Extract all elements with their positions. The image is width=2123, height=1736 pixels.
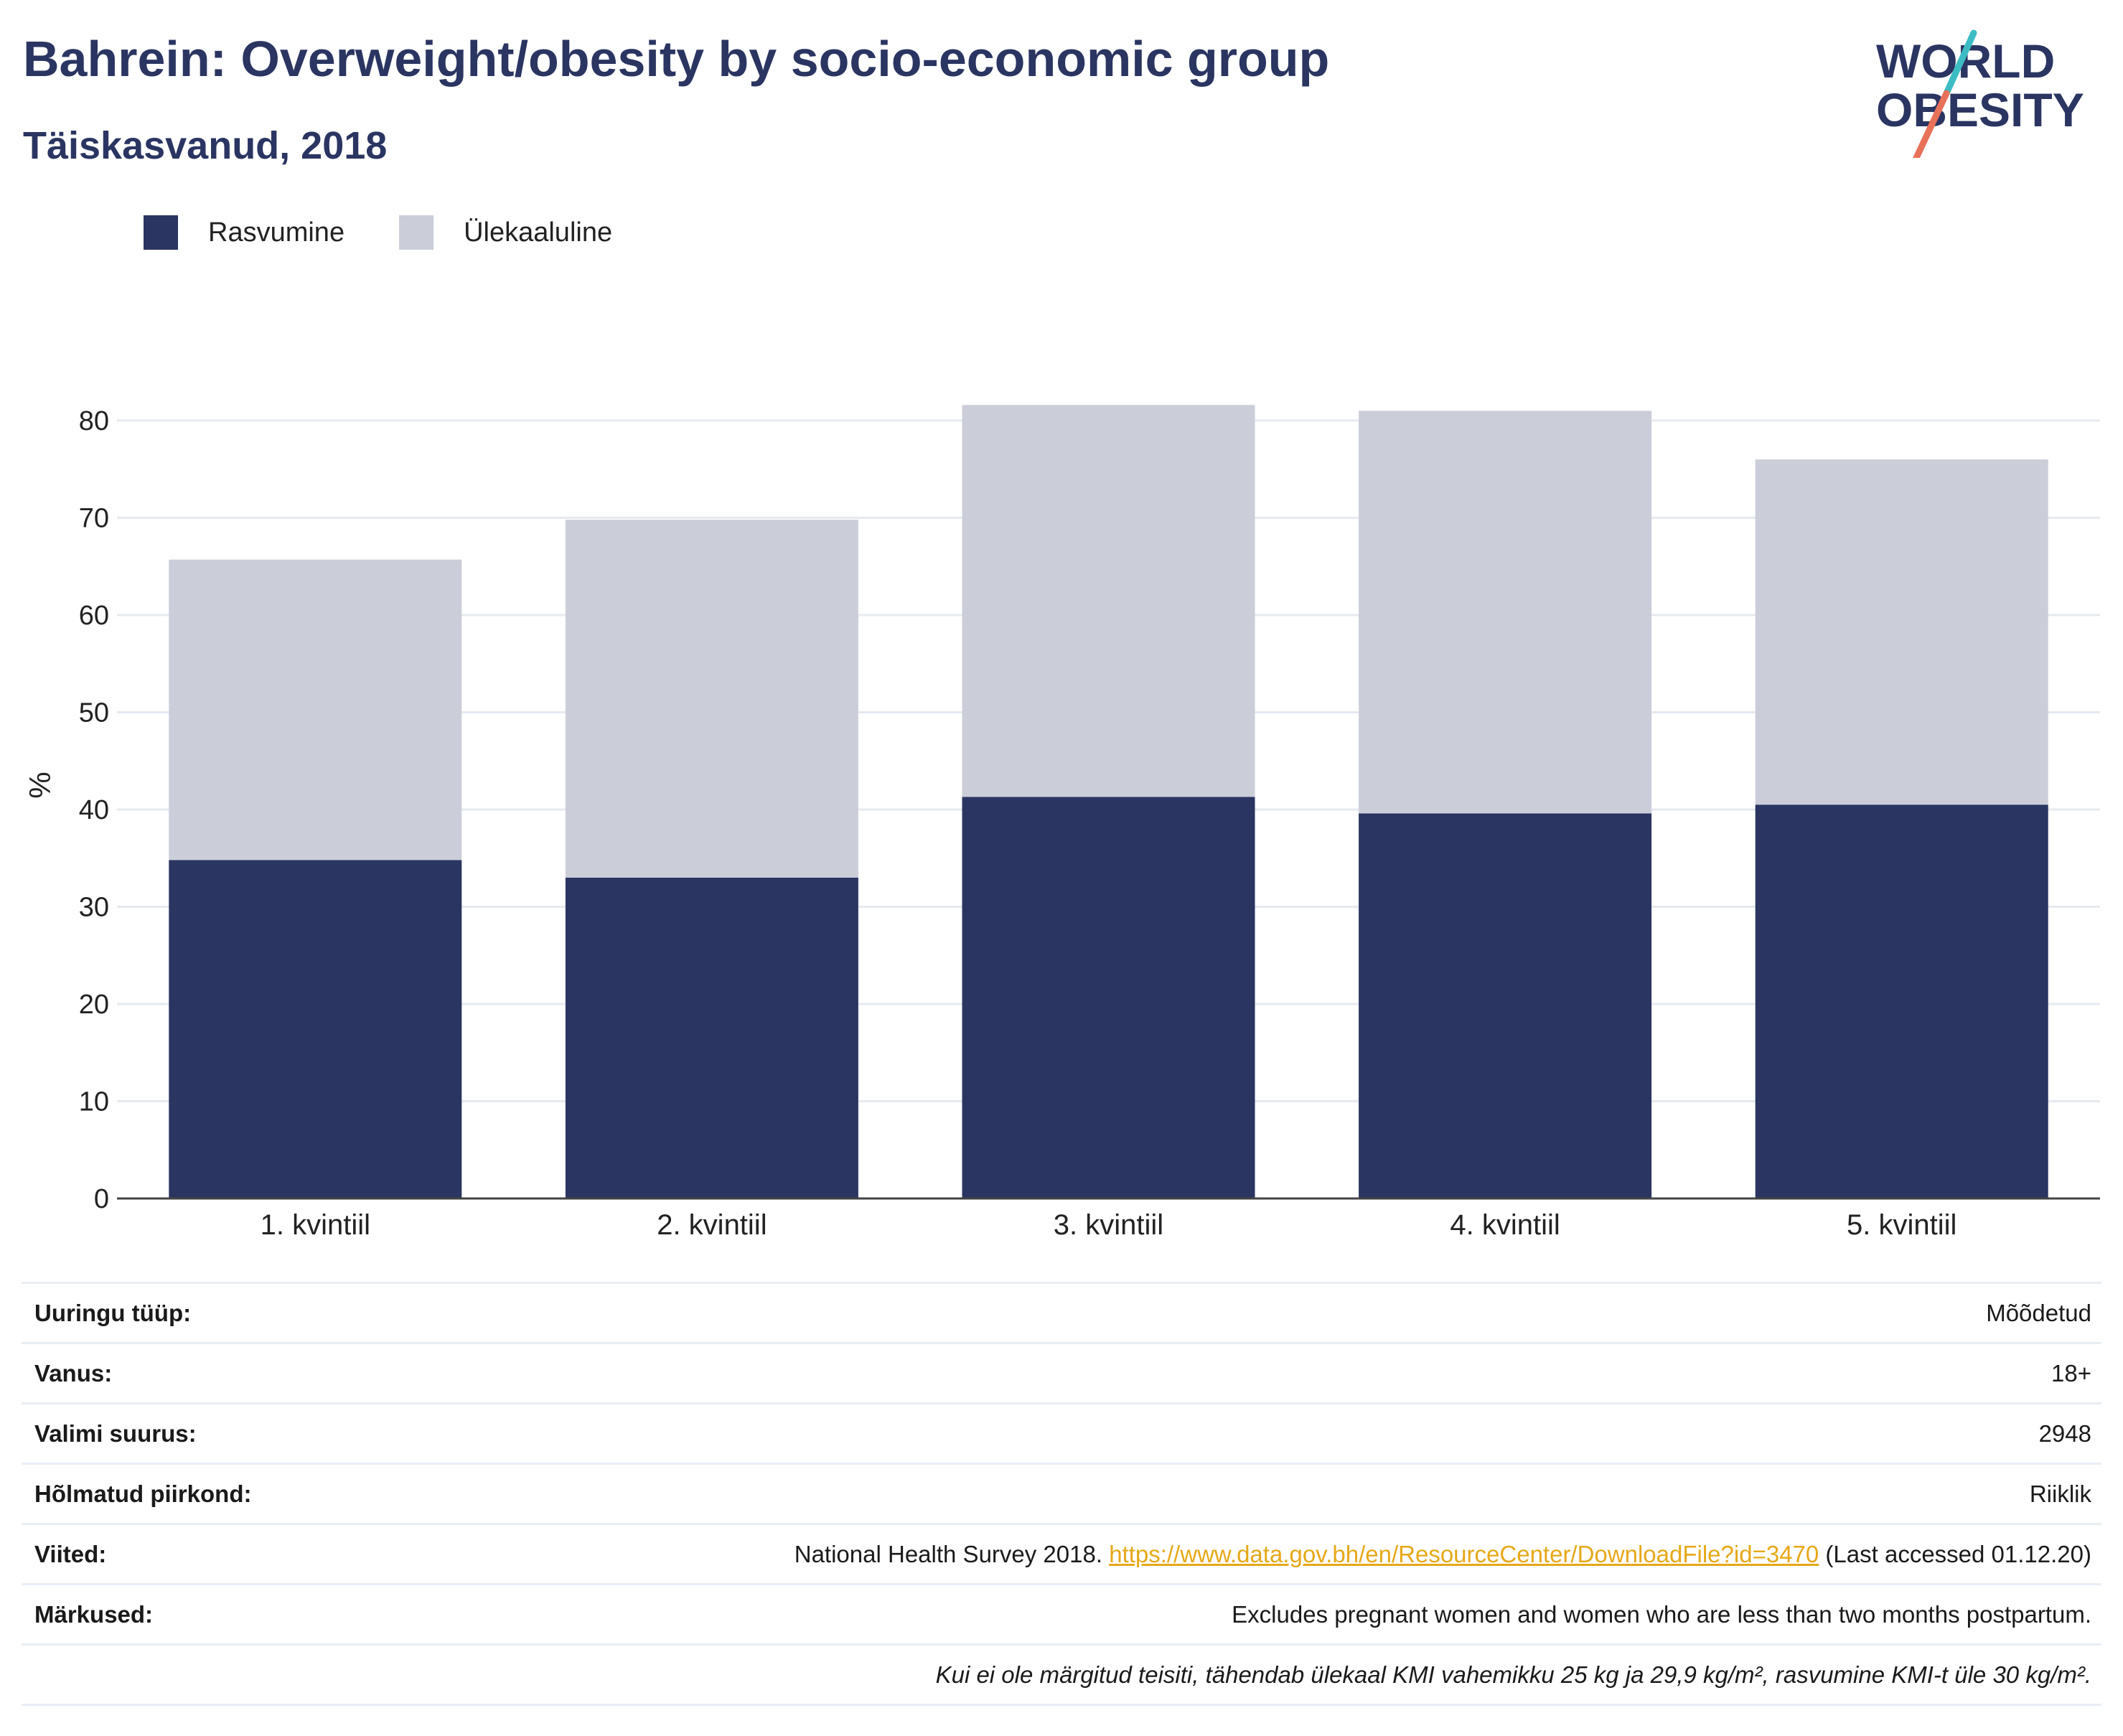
logo-line2: OBESITY <box>1876 83 2084 136</box>
meta-row-footnote: Kui ei ole märgitud teisiti, tähendab ül… <box>22 1643 2101 1706</box>
bar-rasvumine <box>962 797 1255 1198</box>
reference-accessed: (Last accessed 01.12.20) <box>1819 1540 2091 1567</box>
meta-label: Vanus: <box>34 1359 113 1387</box>
logo-slash-bottom <box>1913 90 1950 158</box>
y-tick-label: 60 <box>79 601 109 631</box>
meta-row-sample-size: Valimi suurus: 2948 <box>22 1402 2101 1463</box>
y-tick-label: 0 <box>94 1184 109 1214</box>
metadata-table: Uuringu tüüp: Mõõdetud Vanus: 18+ Valimi… <box>22 1282 2101 1706</box>
y-tick-label: 50 <box>79 698 109 728</box>
meta-label: Hõlmatud piirkond: <box>34 1480 252 1507</box>
logo-slash-top <box>1943 29 1977 97</box>
legend-label-rasvumine: Rasvumine <box>208 217 345 248</box>
reference-link[interactable]: https://www.data.gov.bh/en/ResourceCente… <box>1109 1540 1819 1567</box>
meta-value: Riiklik <box>2029 1480 2091 1507</box>
meta-label: Viited: <box>34 1540 107 1567</box>
meta-value-references: National Health Survey 2018. https://www… <box>795 1541 2101 1568</box>
meta-value: 18+ <box>2051 1359 2091 1387</box>
legend-swatch-rasvumine <box>144 215 178 250</box>
meta-row-survey-type: Uuringu tüüp: Mõõdetud <box>22 1282 2101 1342</box>
meta-value: Mõõdetud <box>1986 1299 2091 1326</box>
y-tick-label: 80 <box>79 406 109 436</box>
x-tick-label: 1. kvintiil <box>261 1209 370 1241</box>
meta-label: Märkused: <box>34 1600 154 1628</box>
bar-ulekaaluline <box>1359 410 1652 814</box>
page-title: Bahrein: Overweight/obesity by socio-eco… <box>23 31 1330 87</box>
x-tick-label: 4. kvintiil <box>1450 1209 1560 1241</box>
x-tick-label: 5. kvintiil <box>1847 1209 1956 1241</box>
legend-swatch-ulekaaluline <box>399 215 434 250</box>
y-tick-label: 40 <box>79 795 109 825</box>
bar-rasvumine <box>1755 804 2048 1198</box>
meta-label: Valimi suurus: <box>34 1420 197 1447</box>
meta-row-notes: Märkused: Excludes pregnant women and wo… <box>22 1583 2101 1643</box>
meta-row-age: Vanus: 18+ <box>22 1342 2101 1402</box>
meta-row-area: Hõlmatud piirkond: Riiklik <box>22 1463 2101 1523</box>
bar-ulekaaluline <box>169 559 462 860</box>
page-subtitle: Täiskasvanud, 2018 <box>23 124 388 167</box>
x-tick-label: 3. kvintiil <box>1054 1209 1163 1241</box>
chart-legend: Rasvumine Ülekaaluline <box>144 212 667 253</box>
y-tick-label: 20 <box>79 990 109 1020</box>
meta-label: Uuringu tüüp: <box>34 1299 192 1326</box>
bar-rasvumine <box>1359 813 1652 1198</box>
y-tick-label: 70 <box>79 504 109 534</box>
footnote: Kui ei ole märgitud teisiti, tähendab ül… <box>935 1661 2091 1688</box>
bar-rasvumine <box>565 877 858 1198</box>
meta-value: 2948 <box>2038 1420 2091 1447</box>
bar-rasvumine <box>169 860 462 1198</box>
y-tick-label: 30 <box>79 893 109 923</box>
bar-ulekaaluline <box>1755 459 2048 805</box>
y-axis-label: % <box>23 771 57 798</box>
bar-ulekaaluline <box>962 405 1255 797</box>
meta-value: Excludes pregnant women and women who ar… <box>1232 1600 2091 1628</box>
stacked-bar-chart: 0 10 20 30 40 50 60 70 80% 1. kvintiil 2. kvintiil… <box>23 405 2100 1241</box>
logo-line1: WORLD <box>1876 34 2055 88</box>
meta-row-references: Viited: National Health Survey 2018. htt… <box>22 1523 2101 1583</box>
world-obesity-logo: WORLD OBESITY <box>1876 29 2084 158</box>
legend-label-ulekaaluline: Ülekaaluline <box>464 217 613 248</box>
x-tick-label: 2. kvintiil <box>657 1209 767 1241</box>
y-tick-label: 10 <box>79 1087 109 1117</box>
bar-ulekaaluline <box>565 520 858 878</box>
reference-text: National Health Survey 2018. <box>794 1540 1110 1567</box>
legend-item-rasvumine[interactable]: Rasvumine <box>144 215 345 250</box>
legend-item-ulekaaluline[interactable]: Ülekaaluline <box>399 215 612 250</box>
